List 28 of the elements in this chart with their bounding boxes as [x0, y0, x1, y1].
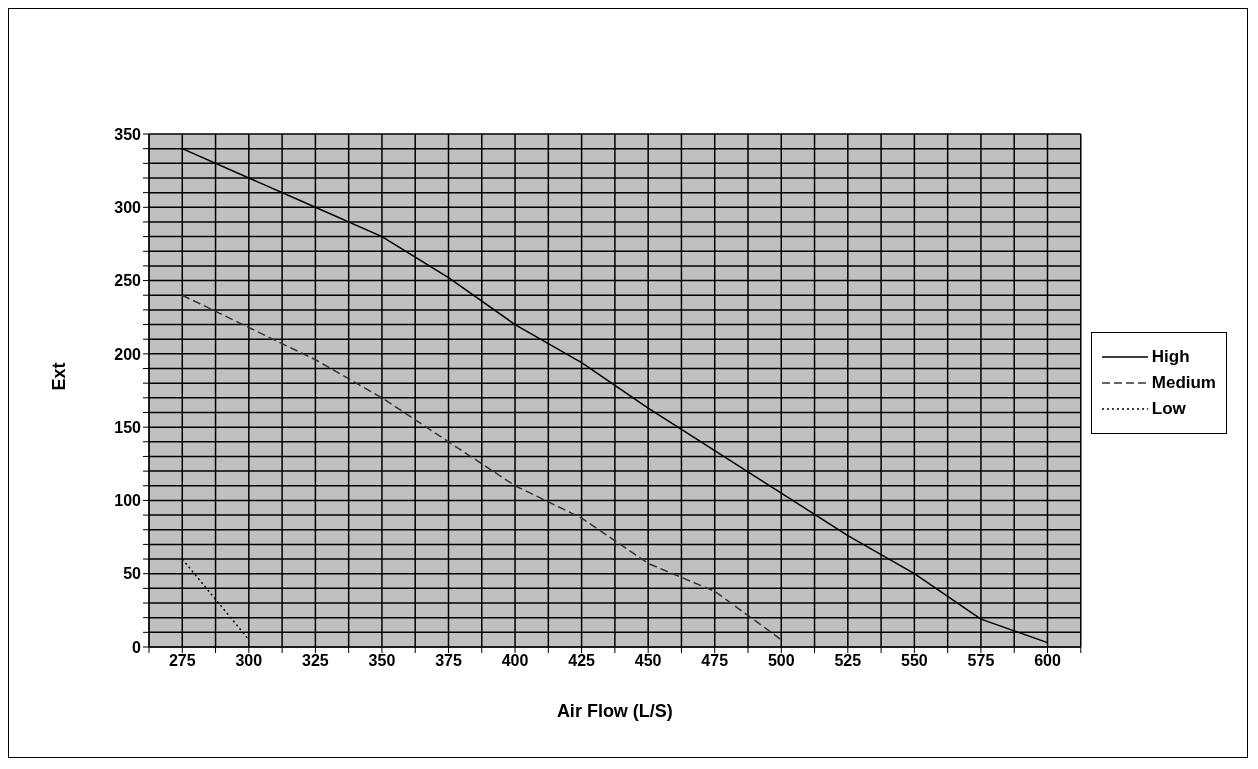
legend-label: High: [1151, 347, 1190, 367]
y-tick-label: 350: [114, 125, 142, 143]
x-tick-label: 375: [435, 652, 462, 670]
x-tick-label: 550: [901, 652, 928, 670]
x-tick-label: 575: [967, 652, 995, 670]
x-tick-label: 425: [568, 652, 596, 670]
y-tick-label: 0: [132, 638, 142, 656]
legend-label: Low: [1151, 399, 1186, 419]
x-tick-label: 325: [302, 652, 329, 670]
legend-label: Medium: [1151, 373, 1216, 393]
x-tick-label: 350: [368, 652, 396, 670]
y-tick-label: 50: [123, 565, 142, 583]
x-tick-label: 525: [834, 652, 862, 670]
x-tick-label: 450: [634, 652, 662, 670]
y-axis-title: Ext: [49, 362, 70, 391]
line-series: [181, 294, 783, 641]
x-tick-label: 475: [701, 652, 729, 670]
y-tick-label: 150: [114, 418, 142, 436]
x-tick-label: 600: [1034, 652, 1061, 670]
y-tick-label: 100: [114, 492, 142, 510]
y-tick-label: 250: [114, 272, 142, 290]
x-tick-label: 400: [501, 652, 529, 670]
x-axis-title: Air Flow (L/S): [556, 701, 673, 721]
y-tick-label: 300: [114, 198, 142, 216]
y-tick-label: 200: [114, 345, 142, 363]
x-tick-label: 275: [168, 652, 196, 670]
x-tick-label: 500: [767, 652, 795, 670]
x-tick-label: 300: [235, 652, 263, 670]
